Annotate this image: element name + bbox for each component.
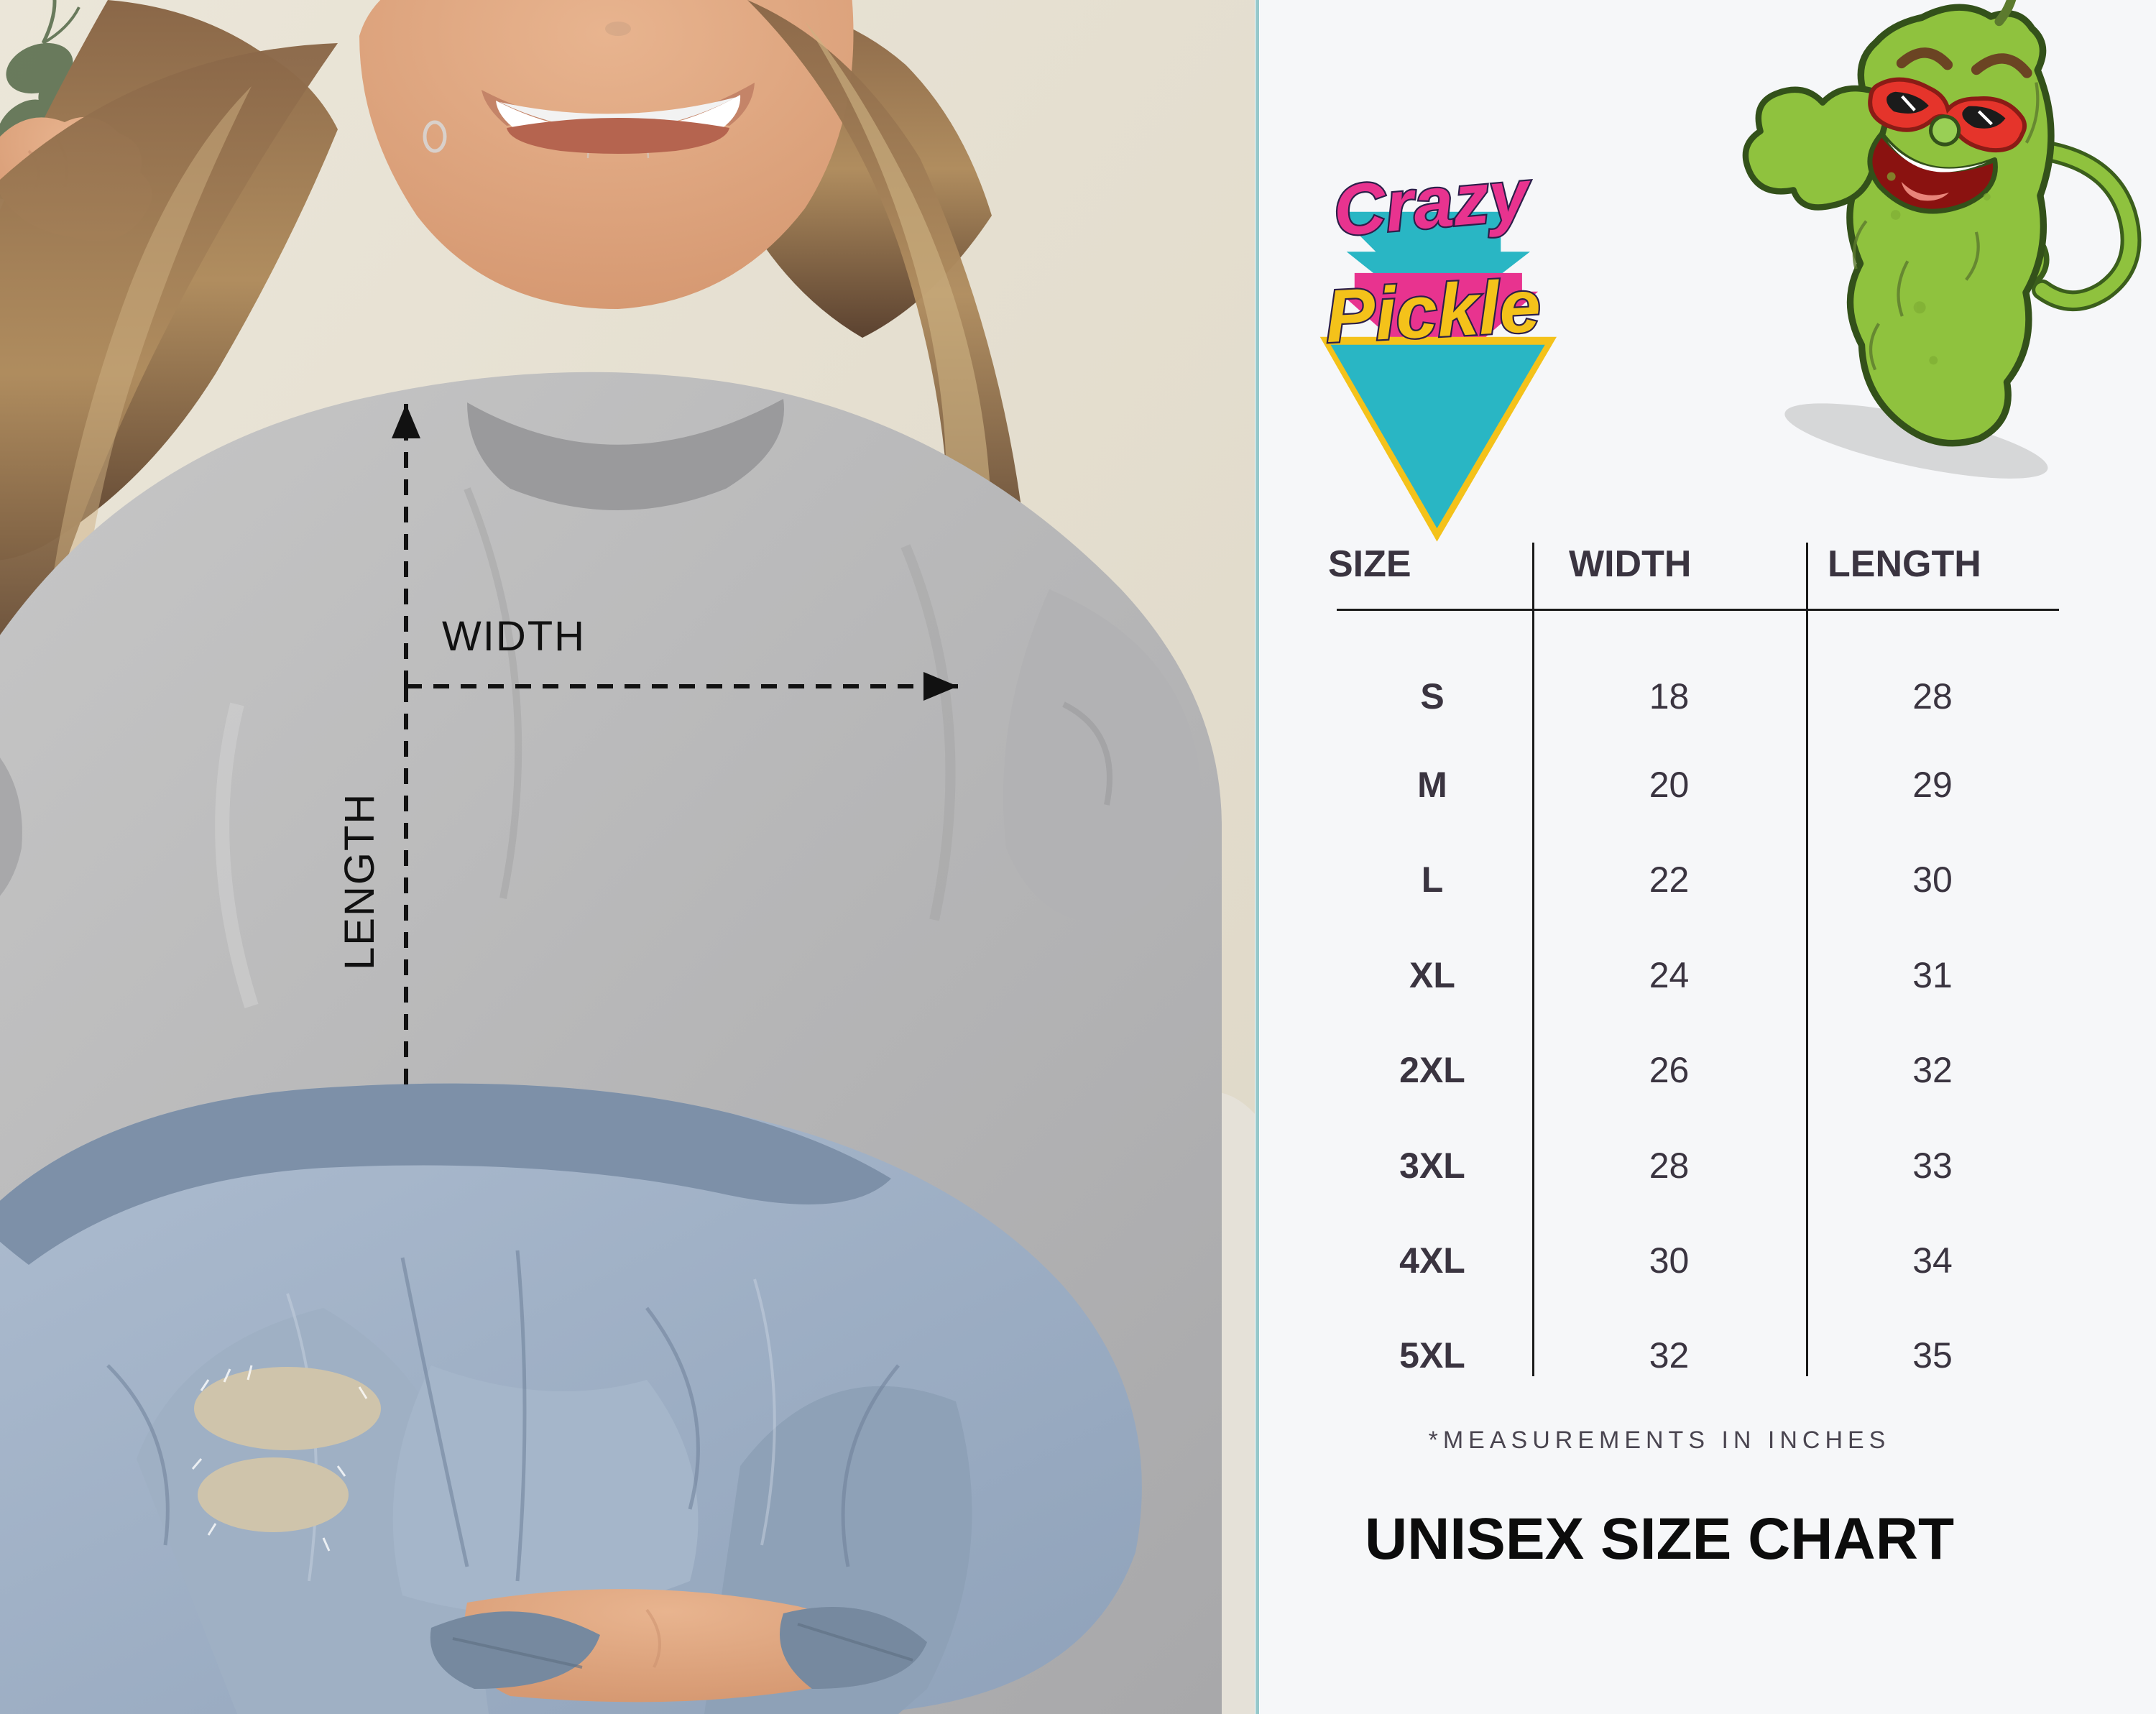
svg-text:Pickle: Pickle <box>1323 264 1542 359</box>
svg-text:LENGTH: LENGTH <box>336 793 383 970</box>
svg-text:Crazy: Crazy <box>1330 155 1535 252</box>
svg-text:WIDTH: WIDTH <box>442 613 586 660</box>
